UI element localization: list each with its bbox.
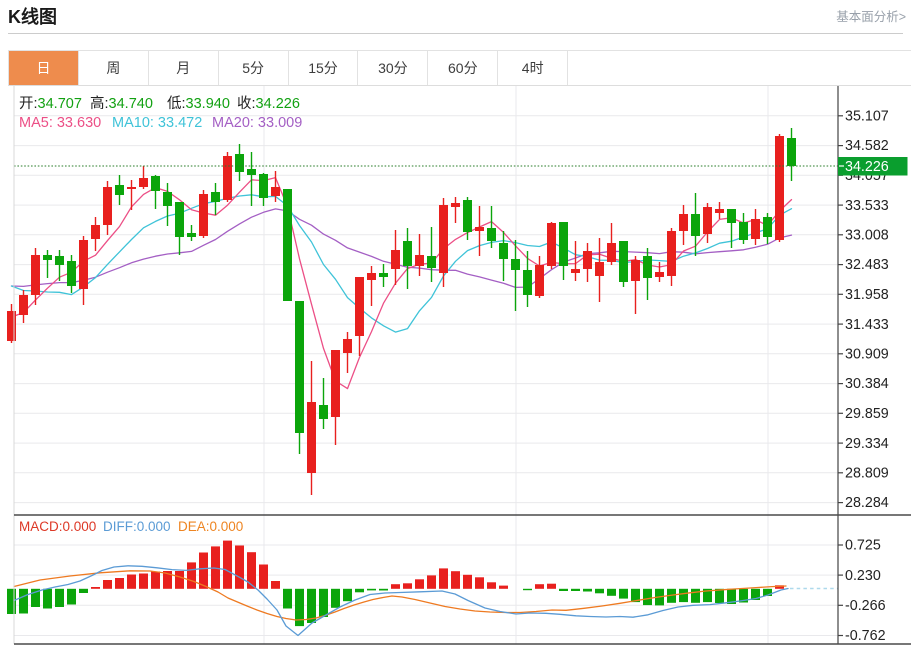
svg-text:32.483: 32.483 <box>845 257 889 273</box>
svg-text:MA10: 33.472: MA10: 33.472 <box>112 115 202 131</box>
svg-text:低:33.940: 低:33.940 <box>167 95 230 112</box>
svg-text:33.533: 33.533 <box>845 198 889 214</box>
svg-text:29.859: 29.859 <box>845 406 889 422</box>
svg-text:35.107: 35.107 <box>845 109 889 125</box>
svg-text:31.958: 31.958 <box>845 287 889 303</box>
svg-text:开:34.707: 开:34.707 <box>19 96 82 112</box>
svg-text:31.433: 31.433 <box>845 317 889 333</box>
svg-text:DIFF:0.000: DIFF:0.000 <box>103 519 171 534</box>
svg-text:28.284: 28.284 <box>845 495 889 511</box>
svg-text:30.384: 30.384 <box>845 376 889 392</box>
svg-text:-0.266: -0.266 <box>845 598 886 614</box>
svg-text:DEA:0.000: DEA:0.000 <box>178 519 243 534</box>
svg-text:34.226: 34.226 <box>845 159 889 175</box>
svg-text:MACD:0.000: MACD:0.000 <box>19 519 96 534</box>
svg-text:MA5: 33.630: MA5: 33.630 <box>19 115 101 131</box>
svg-text:0.725: 0.725 <box>845 538 881 554</box>
svg-text:高:34.740: 高:34.740 <box>90 95 153 112</box>
svg-text:33.008: 33.008 <box>845 228 889 244</box>
svg-text:-0.762: -0.762 <box>845 628 886 644</box>
svg-text:MA20: 33.009: MA20: 33.009 <box>212 115 302 131</box>
svg-text:29.334: 29.334 <box>845 436 889 452</box>
svg-text:28.809: 28.809 <box>845 466 889 482</box>
svg-text:34.582: 34.582 <box>845 138 889 154</box>
svg-text:30.909: 30.909 <box>845 347 889 363</box>
svg-text:收:34.226: 收:34.226 <box>237 95 300 112</box>
svg-text:0.230: 0.230 <box>845 568 881 584</box>
